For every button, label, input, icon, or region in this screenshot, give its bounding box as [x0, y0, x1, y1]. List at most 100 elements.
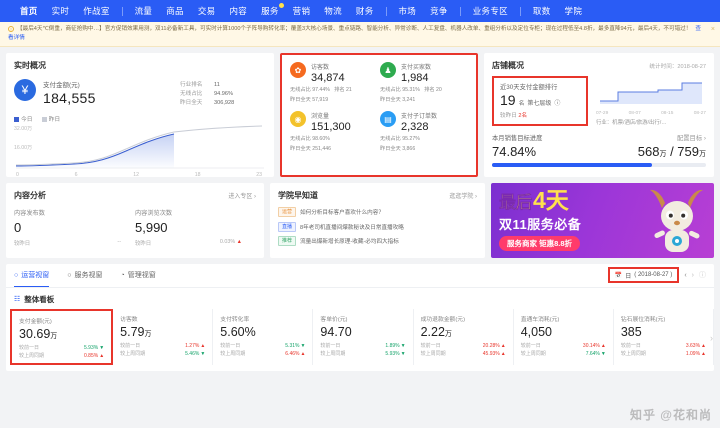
kpi-visitors[interactable]: 访客数 5.79万 较前一日 1.27% ▲ 较上周同期 5.46% ▼ — [113, 308, 214, 365]
nav-label: 市场 — [398, 6, 417, 16]
tab-service-view[interactable]: ○ 服务视窗 — [67, 263, 102, 287]
close-icon[interactable]: × — [710, 26, 715, 33]
kpi-unit: 万 — [50, 332, 58, 340]
realtime-area-chart: 32.00万 16.00万 0 6 12 18 23 — [14, 125, 266, 178]
date-picker[interactable]: 📅 日 ( 2018-08-27 ) — [607, 267, 680, 284]
kpi-refund-amount[interactable]: 成功退款金额(元) 2.22万 较前一日 20.28% ▲ 较上周同期 45.93% ▲ — [414, 308, 514, 365]
metric-label: 浏览量 — [311, 114, 330, 121]
kpi-compare-row: 较上周同期 45.93% ▲ — [421, 350, 506, 358]
board-title: 整体看板 — [24, 294, 55, 304]
nav-item-trade[interactable]: 交易 — [191, 0, 223, 22]
goal-progress-fill — [492, 163, 653, 168]
sub-value: -- — [117, 239, 121, 246]
metric-sub-line2: 昨日全天 3,241 — [380, 96, 470, 104]
compare-value: 5.93% ▼ — [385, 350, 405, 358]
nav-item-product[interactable]: 商品 — [159, 0, 191, 22]
tab-label: 运营视窗 — [21, 272, 50, 280]
kpi-label: 客单价(元) — [320, 316, 348, 323]
nav-item-competition[interactable]: 竞争 — [423, 0, 455, 22]
list-item[interactable]: 直播 8年老司机直播间爆款秘诀及日常直播攻略 — [278, 221, 477, 232]
list-item[interactable]: 推荐 流量出爆新增长原理-收藏-必均四大指标 — [278, 236, 477, 247]
legend-item-today[interactable]: 今日 — [14, 114, 33, 123]
announcement-detail-link[interactable]: 查看详情 — [8, 26, 701, 41]
date-unit: 日 — [625, 273, 632, 280]
configure-goal-link[interactable]: 配置目标 › — [676, 135, 706, 143]
sub-key3: 昨日全天 — [380, 146, 401, 153]
nav-item-academy[interactable]: 学院 — [558, 0, 590, 22]
metric-cell-pageviews[interactable]: ◉ 浏览量 151,300 无线占比 98.60% 昨日全天 251,446 — [290, 111, 380, 153]
kpi-value: 4,050 — [521, 325, 606, 339]
list-item[interactable]: 运营 如何分析目标客户喜欢什么内容？ — [278, 207, 477, 218]
kpi-compare-row: 较前一日 3.63% ▲ — [621, 342, 706, 350]
kpi-ztc-spend[interactable]: 直通车消耗(元) 4,050 较前一日 30.14% ▲ 较上周同期 7.64% ▼ — [514, 308, 614, 365]
sub-key3: 昨日全天 — [290, 146, 311, 153]
tab-management-view[interactable]: ◔ 管理视窗 — [120, 263, 155, 287]
kpi-payment-amount[interactable]: 支付金额(元) 30.69万 较前一日 5.93% ▼ 较上周同期 0.85% ▲ — [10, 308, 114, 365]
promo-prefix: 最后 — [499, 193, 533, 213]
goal-percent: 74.84% — [492, 144, 537, 160]
compare-value: 6.46% ▲ — [285, 350, 305, 358]
store-overview-card: 店铺概况 统计时间：2018-08-27 近30天支付金额排行 19 名 第七层… — [484, 53, 714, 178]
legend-item-yesterday[interactable]: 昨日 — [41, 114, 60, 123]
metric-cell-orders[interactable]: ▤ 支付子订单数 2,328 无线占比 95.27% 昨日全天 3,866 — [380, 111, 470, 153]
buyer-icon: ♟ — [380, 62, 396, 79]
x-tick: 08-15 — [661, 111, 674, 117]
kpi-value: 94.70 — [320, 325, 405, 339]
nav-item-marketing[interactable]: 营销 — [286, 0, 318, 22]
kpi-value: 30.69万 — [19, 327, 104, 341]
nav-item-warroom[interactable]: 作战室 — [76, 0, 116, 22]
compare-value: 45.93% ▲ — [483, 350, 506, 358]
academy-browse-link[interactable]: 逛逛学院 › — [449, 194, 477, 201]
nav-item-traffic[interactable]: 流量 — [128, 0, 160, 22]
compare-label: 较上周同期 — [420, 350, 446, 357]
nav-item-logistics[interactable]: 物流 — [317, 0, 349, 22]
store-stat-date: 统计时间：2018-08-27 — [649, 64, 706, 71]
nav-item-market[interactable]: 市场 — [392, 0, 424, 22]
kpi-next-button[interactable]: › — [710, 332, 713, 343]
compare-number: 0.85% — [84, 352, 99, 359]
kpi-value: 385 — [621, 325, 706, 339]
date-value: ( 2018-08-27 ) — [634, 272, 673, 279]
top-navigation-bar[interactable]: 首页 实时 作战室 流量 商品 交易 内容 服务 营销 物流 财务 市场 竞争 … — [0, 0, 720, 22]
metric-sub-line1: 无线占比 98.60% — [290, 135, 380, 143]
nav-item-data-fetch[interactable]: 取数 — [526, 0, 558, 22]
kpi-compare-row: 较前一日 20.28% ▲ — [421, 342, 506, 350]
compare-value: 1.89% ▼ — [385, 342, 405, 350]
metric-sub-line1: 无线占比 95.31% 排名 20 — [380, 86, 470, 94]
info-icon: ! — [8, 25, 14, 32]
content-header: 内容分析 进入专区 › — [14, 190, 256, 201]
prev-date-button[interactable]: ‹ — [684, 271, 687, 279]
content-enter-zone-link[interactable]: 进入专区 › — [228, 194, 256, 201]
compare-label: 较上周同期 — [220, 350, 246, 357]
kpi-average-order-value[interactable]: 客单价(元) 94.70 较前一日 1.89% ▼ 较上周同期 5.93% ▼ — [313, 308, 414, 365]
nav-item-content[interactable]: 内容 — [222, 0, 254, 22]
compare-label: 较前一日 — [120, 342, 141, 349]
nav-item-finance[interactable]: 财务 — [349, 0, 381, 22]
metric-cell-buyers[interactable]: ♟ 支付买家数 1,984 无线占比 95.31% 排名 20 昨日全天 3,2… — [380, 62, 470, 104]
list-item-text: 流量出爆新增长原理-收藏-必均四大指标 — [300, 239, 399, 246]
metric-cell-visitors[interactable]: ✿ 访客数 34,874 无线占比 97.44% 排名 21 昨日全天 57,9… — [290, 62, 380, 104]
rank-highlight-box[interactable]: 近30天支付金额排行 19 名 第七层级 ⓘ 较昨日 2名 — [492, 76, 588, 127]
nav-item-business-zone[interactable]: 业务专区 — [466, 0, 515, 22]
next-date-button[interactable]: › — [691, 271, 694, 279]
compare-number: 7.64% — [585, 350, 600, 357]
help-icon[interactable]: ⓘ — [699, 272, 706, 280]
nav-label: 实时 — [51, 6, 70, 16]
kpi-compare-row: 较上周同期 5.93% ▼ — [320, 350, 405, 358]
help-icon[interactable]: ⓘ — [554, 101, 561, 108]
promotion-banner[interactable]: 最后 4天 双11服务必备 服务商家 钜惠8.8折 — [491, 183, 714, 258]
kpi-conversion-rate[interactable]: 支付转化率 5.60% 较前一日 5.31% ▼ 较上周同期 6.46% ▲ — [213, 308, 314, 365]
nav-label: 作战室 — [83, 6, 110, 16]
rank-compare-value: 2名 — [518, 113, 528, 120]
nav-item-realtime[interactable]: 实时 — [45, 0, 77, 22]
tab-operations-view[interactable]: ○ 运营视窗 — [14, 263, 50, 288]
compare-label: 较上周同期 — [120, 350, 146, 357]
academy-card: 学院早知道 逛逛学院 › 运营 如何分析目标客户喜欢什么内容？ 直播 8年老司机… — [270, 183, 485, 258]
kpi-diamond-spend[interactable]: 钻石展位消耗(元) 385 较前一日 3.63% ▲ 较上周同期 1.09% ▲ — [614, 308, 714, 365]
nav-divider — [459, 6, 461, 16]
compare-value: 30.14% ▲ — [583, 342, 606, 350]
realtime-metric-label: 支付金额(元) — [43, 82, 80, 90]
promo-line-1: 最后 4天 — [499, 188, 706, 213]
nav-item-home[interactable]: 首页 — [8, 0, 45, 22]
nav-item-service[interactable]: 服务 — [254, 0, 286, 22]
